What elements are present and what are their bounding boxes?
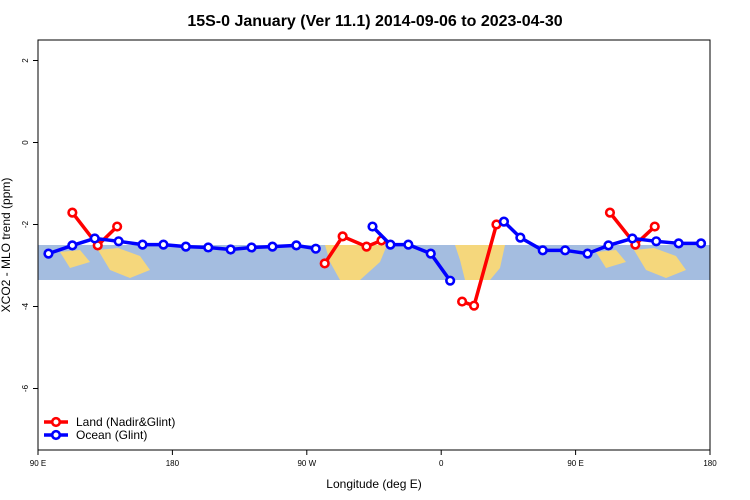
y-axis-label: XCO2 - MLO trend (ppm) — [0, 178, 13, 313]
data-point — [649, 221, 660, 232]
data-point — [695, 238, 707, 249]
data-point — [112, 221, 123, 232]
legend-marker — [50, 416, 62, 428]
data-point — [67, 240, 78, 251]
y-tick-label: -2 — [21, 220, 30, 228]
x-axis-label: Longitude (deg E) — [326, 477, 421, 491]
data-point — [291, 240, 302, 251]
data-point — [498, 216, 510, 227]
x-tick-label: 90 W — [297, 459, 316, 468]
data-point — [627, 233, 638, 244]
data-point — [337, 231, 348, 242]
data-point — [537, 245, 548, 256]
data-point — [651, 236, 662, 247]
data-point — [385, 239, 396, 250]
data-point — [361, 241, 372, 252]
x-tick-label: 180 — [703, 459, 717, 468]
x-tick-label: 90 E — [30, 459, 46, 468]
data-point — [319, 258, 330, 269]
data-point — [89, 233, 100, 244]
data-point — [367, 221, 378, 232]
data-point — [267, 241, 278, 252]
series-line — [502, 220, 702, 256]
data-point — [137, 239, 148, 250]
x-tick-label: 0 — [439, 459, 444, 468]
data-point — [310, 243, 321, 254]
data-point — [603, 240, 614, 251]
data-point — [560, 245, 571, 256]
data-point — [158, 239, 169, 250]
data-point — [425, 248, 436, 259]
data-point — [180, 241, 191, 252]
x-tick-label: 180 — [166, 459, 180, 468]
data-point — [225, 244, 236, 255]
legend-label: Ocean (Glint) — [76, 428, 147, 442]
chart-title: 15S-0 January (Ver 11.1) 2014-09-06 to 2… — [187, 13, 562, 30]
data-point — [113, 236, 124, 247]
y-tick-label: 2 — [21, 58, 30, 63]
data-point — [203, 242, 214, 253]
x-tick-label: 90 E — [567, 459, 583, 468]
data-point — [67, 207, 78, 218]
series-line — [323, 234, 383, 265]
data-point — [468, 300, 480, 311]
data-point — [43, 248, 54, 259]
y-tick-label: -4 — [21, 302, 30, 310]
data-point — [403, 239, 414, 250]
y-tick-label: -6 — [21, 384, 30, 392]
plot-frame — [37, 39, 711, 451]
data-point — [457, 296, 468, 307]
legend-label: Land (Nadir&Glint) — [76, 415, 175, 429]
data-point — [673, 238, 684, 249]
data-point — [582, 248, 593, 259]
legend-marker — [50, 429, 62, 441]
data-point — [445, 275, 456, 286]
data-point — [246, 242, 257, 253]
data-point — [604, 207, 616, 218]
y-tick-label: 0 — [21, 140, 30, 145]
data-point — [515, 232, 526, 243]
